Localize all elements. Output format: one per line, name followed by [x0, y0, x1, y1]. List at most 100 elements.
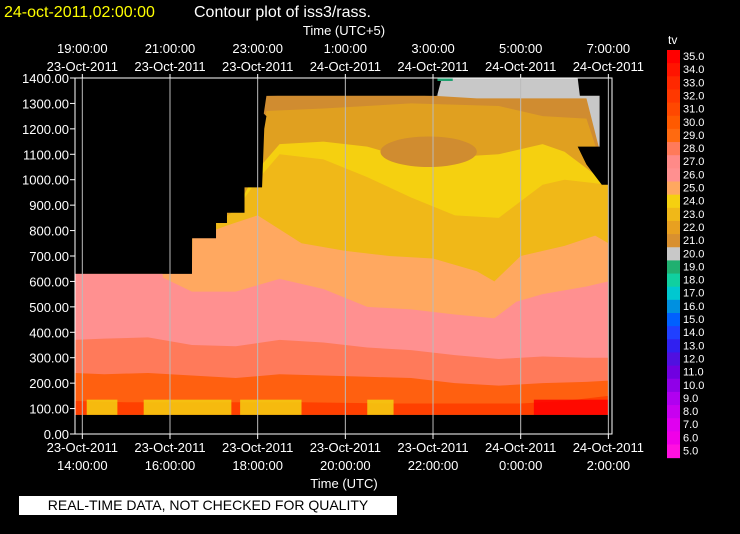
top-tick-label-time: 5:00:00: [499, 41, 542, 56]
mask-right: [577, 78, 612, 434]
colorbar-label: 17.0: [683, 288, 704, 300]
colorbar-swatch-18: [667, 286, 680, 301]
y-tick-label: 500.00: [29, 300, 69, 315]
top-tick-label-date: 23-Oct-2011: [222, 59, 293, 74]
colorbar-swatch-9: [667, 168, 680, 182]
y-tick-label: 600.00: [29, 274, 69, 289]
colorbar-label: 7.0: [683, 419, 698, 431]
top-tick-label-date: 24-Oct-2011: [397, 59, 468, 74]
x-tick-label-date: 24-Oct-2011: [573, 440, 644, 455]
colorbar-swatch-11: [667, 194, 680, 209]
colorbar-swatch-3: [667, 89, 680, 104]
colorbar-swatch-17: [667, 273, 680, 288]
colorbar-label: 22.0: [683, 222, 704, 234]
colorbar-label: 16.0: [683, 301, 704, 313]
x-tick-label-time: 14:00:00: [57, 458, 108, 473]
x-tick-label-time: 16:00:00: [145, 458, 196, 473]
y-tick-label: 900.00: [29, 198, 69, 213]
bottom-fringe-4: [533, 399, 609, 415]
colorbar-swatch-10: [667, 181, 680, 196]
x-axis-bottom: 23-Oct-2011 14:00:00 23-Oct-2011 16:00:00 23…: [47, 434, 644, 473]
colorbar-swatch-20: [667, 313, 680, 327]
x-tick-label-time: 2:00:00: [587, 458, 630, 473]
colorbar-label: 15.0: [683, 314, 704, 326]
colorbar-label: 10.0: [683, 380, 704, 392]
colorbar-swatch-19: [667, 299, 680, 314]
y-tick-label: 1200.00: [22, 122, 69, 137]
colorbar-swatch-5: [667, 115, 680, 130]
mask-left: [75, 78, 438, 274]
colorbar-swatch-16: [667, 260, 680, 275]
top-tick-label-date: 24-Oct-2011: [310, 59, 381, 74]
colorbar-label: 24.0: [683, 196, 704, 208]
y-tick-label: 1100.00: [23, 147, 69, 162]
colorbar-label: 32.0: [683, 90, 704, 102]
missing-data-mask: [75, 78, 612, 434]
colorbar-label: 27.0: [683, 156, 704, 168]
colorbar-swatch-13: [667, 220, 680, 235]
x-tick-label-date: 23-Oct-2011: [47, 440, 118, 455]
y-tick-label: 0.00: [44, 427, 69, 442]
y-tick-label: 100.00: [29, 402, 69, 417]
colorbar-swatch-12: [667, 207, 680, 222]
grid-lines: [81, 78, 609, 434]
bottom-fringe-1: [143, 399, 232, 415]
colorbar-label: 20.0: [683, 248, 704, 260]
colorbar-swatch-29: [667, 431, 680, 445]
x-tick-label-time: 18:00:00: [232, 458, 283, 473]
colorbar-swatch-6: [667, 128, 680, 143]
colorbar-label: 25.0: [683, 183, 704, 195]
colorbar-label: 34.0: [683, 64, 704, 76]
colorbar-swatch-25: [667, 378, 680, 393]
colorbar-swatch-27: [667, 405, 680, 419]
colorbar-swatch-14: [667, 234, 680, 248]
colorbar-label: 31.0: [683, 104, 704, 116]
colorbar-label: 13.0: [683, 340, 704, 352]
top-tick-label-time: 21:00:00: [145, 41, 196, 56]
colorbar-swatch-24: [667, 365, 680, 380]
colorbar-label: 23.0: [683, 209, 704, 221]
colorbar-swatch-21: [667, 326, 680, 340]
y-tick-label: 1000.00: [22, 173, 69, 188]
contour-bands: [75, 78, 609, 434]
colorbar-swatch-7: [667, 142, 680, 156]
colorbar-label: 21.0: [683, 235, 704, 247]
y-axis: 0.00 100.00 200.00 300.00 400.00 500.00 600.00…: [22, 71, 75, 442]
colorbar-swatch-26: [667, 391, 680, 406]
top-tick-label-time: 7:00:00: [587, 41, 630, 56]
y-tick-label: 300.00: [29, 351, 69, 366]
colorbar-swatch-4: [667, 102, 680, 117]
colorbar-swatch-1: [667, 63, 680, 77]
y-tick-label: 200.00: [29, 376, 69, 391]
y-tick-label: 400.00: [29, 325, 69, 340]
x-tick-label-time: 0:00:00: [499, 458, 542, 473]
top-tick-label-time: 23:00:00: [232, 41, 283, 56]
bottom-fringe-2: [240, 399, 302, 415]
top-tick-label-time: 3:00:00: [411, 41, 454, 56]
top-tick-label-date: 23-Oct-2011: [47, 59, 118, 74]
colorbar-label: 6.0: [683, 432, 698, 444]
x-axis-label: Time (UTC): [310, 476, 377, 491]
y-tick-label: 700.00: [29, 249, 69, 264]
teal-sliver: [437, 78, 453, 81]
quality-notice: REAL-TIME DATA, NOT CHECKED FOR QUALITY: [19, 496, 397, 515]
colorbar-label: 30.0: [683, 117, 704, 129]
chart-title-date: 24-oct-2011,02:00:00: [4, 4, 155, 21]
colorbar-label: 28.0: [683, 143, 704, 155]
x-tick-label-date: 23-Oct-2011: [397, 440, 468, 455]
top-tick-label-date: 24-Oct-2011: [573, 59, 644, 74]
bottom-fringe-0: [86, 399, 118, 415]
colorbar-label: 9.0: [683, 393, 698, 405]
colorbar-swatch-28: [667, 418, 680, 432]
colorbar-swatch-22: [667, 339, 680, 353]
colorbar-label: 12.0: [683, 353, 704, 365]
colorbar-swatch-30: [667, 444, 680, 459]
x-tick-label-date: 24-Oct-2011: [485, 440, 556, 455]
colorbar-label: 18.0: [683, 275, 704, 287]
x-tick-label-date: 23-Oct-2011: [222, 440, 293, 455]
colorbar-label: 11.0: [683, 367, 704, 379]
colorbar: 35.034.033.032.0 31.030.029.028.027.026.0…: [667, 50, 704, 459]
x-tick-label-time: 22:00:00: [408, 458, 459, 473]
colorbar-label: 33.0: [683, 77, 704, 89]
